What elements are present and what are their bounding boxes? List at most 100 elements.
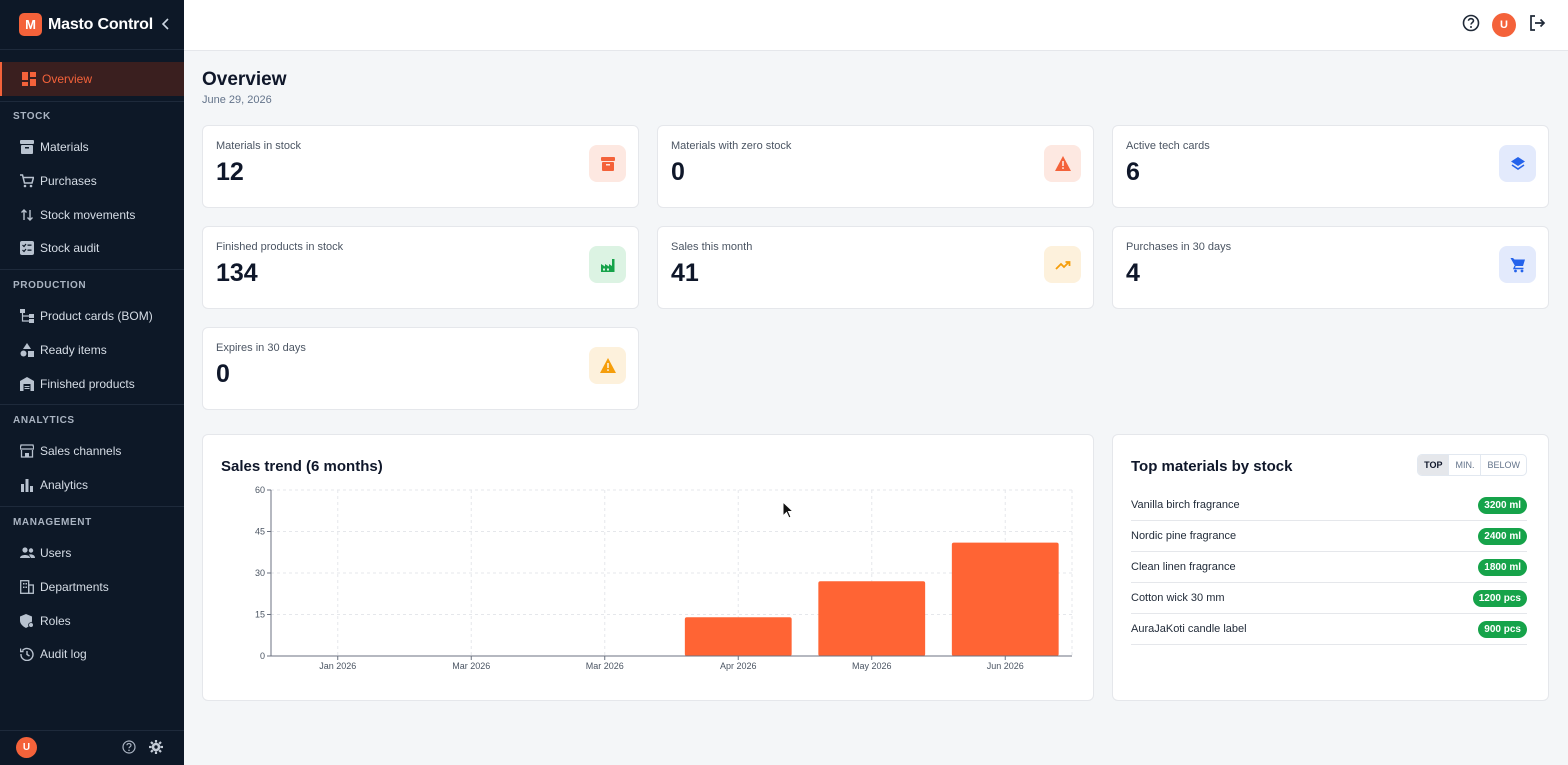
sidebar-item-label: Audit log: [40, 647, 87, 661]
sidebar-item-users[interactable]: Users: [0, 536, 184, 570]
sidebar-item-label: Product cards (BOM): [40, 309, 153, 323]
cart-icon: [1499, 246, 1536, 283]
factory-icon: [589, 246, 626, 283]
stat-label: Materials with zero stock: [671, 140, 792, 152]
page-date: June 29, 2026: [202, 94, 272, 106]
list-item[interactable]: AuraJaKoti candle label 900 pcs: [1131, 614, 1527, 645]
divider: [0, 101, 184, 102]
segment-top[interactable]: TOP: [1418, 455, 1449, 475]
list-item[interactable]: Clean linen fragrance 1800 ml: [1131, 552, 1527, 583]
section-label-stock: STOCK: [13, 111, 51, 122]
material-name: AuraJaKoti candle label: [1131, 623, 1247, 635]
y-tick-label: 30: [255, 568, 265, 578]
x-tick-label: Mar 2026: [586, 661, 624, 671]
sidebar-item-materials[interactable]: Materials: [0, 130, 184, 164]
stat-card-zero-stock[interactable]: Materials with zero stock 0: [657, 125, 1094, 208]
sidebar-item-stock-movements[interactable]: Stock movements: [0, 198, 184, 232]
sidebar-item-sales-channels[interactable]: Sales channels: [0, 434, 184, 468]
sidebar-item-label: Users: [40, 546, 72, 560]
sidebar-item-audit-log[interactable]: Audit log: [0, 637, 184, 671]
sidebar-item-product-cards[interactable]: Product cards (BOM): [0, 299, 184, 333]
sidebar-item-ready-items[interactable]: Ready items: [0, 333, 184, 367]
app-name: Masto Control: [48, 15, 153, 33]
sidebar: M Masto Control Overview STOCK Materials…: [0, 0, 184, 765]
section-label-production: PRODUCTION: [13, 280, 87, 291]
logout-icon[interactable]: [1528, 14, 1546, 37]
stat-label: Expires in 30 days: [216, 342, 306, 354]
divider: [0, 730, 184, 731]
stat-label: Sales this month: [671, 241, 753, 253]
sidebar-item-analytics[interactable]: Analytics: [0, 468, 184, 502]
quantity-badge: 1800 ml: [1478, 558, 1527, 576]
warning-icon: [1044, 145, 1081, 182]
avatar[interactable]: U: [1492, 13, 1516, 37]
shapes-icon: [19, 342, 35, 358]
stat-card-active-tech-cards[interactable]: Active tech cards 6: [1112, 125, 1549, 208]
stat-card-materials-in-stock[interactable]: Materials in stock 12: [202, 125, 639, 208]
segment-below[interactable]: BELOW: [1480, 455, 1526, 475]
sidebar-item-purchases[interactable]: Purchases: [0, 164, 184, 198]
segment-min[interactable]: MIN.: [1448, 455, 1480, 475]
material-name: Cotton wick 30 mm: [1131, 592, 1225, 604]
users-icon: [19, 545, 35, 561]
sidebar-item-stock-audit[interactable]: Stock audit: [0, 231, 184, 265]
sidebar-item-overview[interactable]: Overview: [0, 62, 184, 96]
quantity-badge: 900 pcs: [1478, 620, 1527, 638]
gear-icon[interactable]: [149, 740, 163, 759]
x-tick-label: Mar 2026: [452, 661, 490, 671]
divider: [0, 269, 184, 270]
quantity-badge: 3200 ml: [1478, 496, 1527, 514]
checklist-icon: [19, 240, 35, 256]
sidebar-item-label: Ready items: [40, 343, 107, 357]
chart-bar: [951, 542, 1059, 656]
sidebar-item-roles[interactable]: Roles: [0, 604, 184, 638]
sidebar-item-label: Departments: [40, 580, 109, 594]
list-item[interactable]: Vanilla birch fragrance 3200 ml: [1131, 490, 1527, 521]
divider: [0, 404, 184, 405]
brand[interactable]: M Masto Control: [0, 0, 184, 50]
stat-label: Finished products in stock: [216, 241, 344, 253]
y-tick-label: 15: [255, 610, 265, 620]
sidebar-item-departments[interactable]: Departments: [0, 570, 184, 604]
stat-card-expires-30-days[interactable]: Expires in 30 days 0: [202, 327, 639, 410]
topbar: U: [184, 0, 1568, 51]
x-tick-label: May 2026: [852, 661, 892, 671]
stat-value: 6: [1126, 158, 1140, 186]
stat-label: Materials in stock: [216, 140, 301, 152]
stat-card-sales-this-month[interactable]: Sales this month 41: [657, 226, 1094, 309]
section-label-management: MANAGEMENT: [13, 517, 92, 528]
cart-icon: [19, 173, 35, 189]
sales-trend-chart: 0 15 30 45 60 Jan 2026 Mar 2026 Mar 2026 Apr 202…: [255, 485, 1073, 671]
warning-icon: [589, 347, 626, 384]
sidebar-item-label: Stock audit: [40, 241, 100, 255]
divider: [0, 506, 184, 507]
arrows-updown-icon: [19, 207, 35, 223]
materials-filter-toggle: TOP MIN. BELOW: [1417, 454, 1527, 476]
y-tick-label: 0: [260, 651, 265, 661]
stat-value: 4: [1126, 259, 1140, 287]
avatar[interactable]: U: [16, 737, 37, 758]
section-label-analytics: ANALYTICS: [13, 415, 75, 426]
chart-bar: [684, 617, 792, 656]
y-tick-label: 45: [255, 527, 265, 537]
brand-logo: M: [19, 13, 42, 36]
material-name: Nordic pine fragrance: [1131, 530, 1237, 542]
stat-label: Purchases in 30 days: [1126, 241, 1232, 253]
x-tick-label: Apr 2026: [720, 661, 757, 671]
stat-card-purchases-30-days[interactable]: Purchases in 30 days 4: [1112, 226, 1549, 309]
history-icon: [19, 646, 35, 662]
material-name: Vanilla birch fragrance: [1131, 499, 1240, 511]
help-icon[interactable]: [122, 740, 136, 759]
list-item[interactable]: Nordic pine fragrance 2400 ml: [1131, 521, 1527, 552]
x-tick-label: Jan 2026: [319, 661, 356, 671]
help-icon[interactable]: [1462, 14, 1480, 37]
chevron-left-icon[interactable]: [160, 17, 172, 31]
list-item[interactable]: Cotton wick 30 mm 1200 pcs: [1131, 583, 1527, 614]
dashboard-icon: [21, 71, 37, 87]
quantity-badge: 1200 pcs: [1472, 589, 1527, 607]
stat-card-finished-products[interactable]: Finished products in stock 134: [202, 226, 639, 309]
sales-trend-panel: Sales trend (6 months) 0 15 30 45 60 Jan 2026…: [202, 434, 1094, 701]
sidebar-item-finished-products[interactable]: Finished products: [0, 367, 184, 401]
stat-value: 0: [671, 158, 685, 186]
stat-label: Active tech cards: [1126, 140, 1210, 152]
